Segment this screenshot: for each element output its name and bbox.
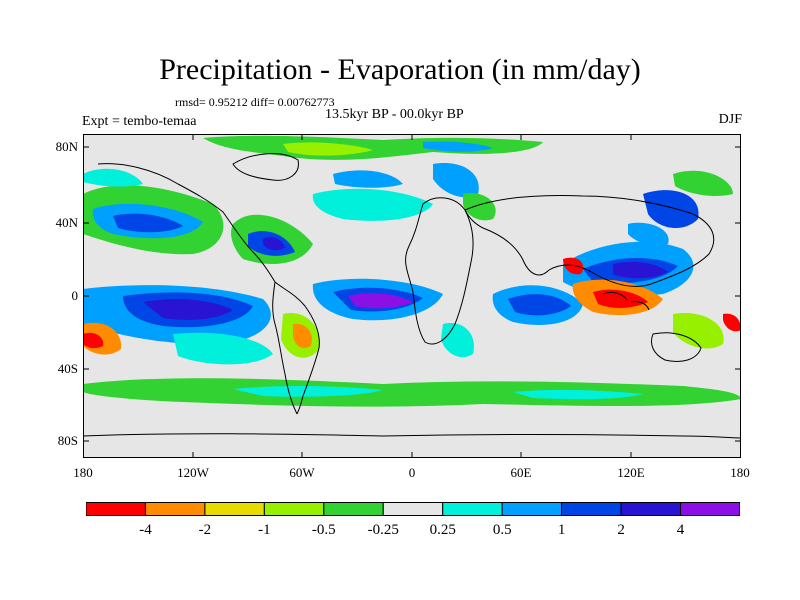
season-label: DJF xyxy=(718,112,742,127)
colorbar-label: -1 xyxy=(258,522,271,538)
colorbar-box xyxy=(323,502,384,516)
colorbar-label: -2 xyxy=(198,522,212,538)
lat-label-80n: 80N xyxy=(55,139,78,154)
map-svg xyxy=(83,134,741,458)
experiment-label: Expt = tembo-temaa xyxy=(82,114,197,129)
lon-label-120w: 120W xyxy=(177,465,209,480)
lon-label-180e: 180 xyxy=(730,465,750,480)
colorbar-box xyxy=(144,502,206,516)
colorbar xyxy=(86,502,740,516)
colorbar-label: 4 xyxy=(676,522,685,538)
lon-label-60e: 60E xyxy=(510,465,532,480)
colorbar-box xyxy=(620,502,682,516)
colorbar-label: 0.5 xyxy=(492,522,512,538)
colorbar-box xyxy=(204,502,265,516)
colorbar-label: -0.5 xyxy=(311,522,336,538)
colorbar-label: 2 xyxy=(617,522,625,538)
coastlines xyxy=(83,153,741,439)
colorbar-box xyxy=(680,502,740,516)
lat-label-40n: 40N xyxy=(55,215,78,230)
colorbar-box xyxy=(86,502,146,516)
lon-label-60w: 60W xyxy=(289,465,315,480)
lon-label-0: 0 xyxy=(408,465,416,480)
lat-label-80s: 80S xyxy=(57,433,78,448)
stats-text: rmsd= 0.95212 diff= 0.00762773 xyxy=(175,95,335,109)
lat-label-0: 0 xyxy=(71,288,79,303)
lon-label-180w: 180 xyxy=(73,465,93,480)
axis-ticks xyxy=(83,134,741,458)
lon-label-120e: 120E xyxy=(617,465,645,480)
colorbar-label: 0.25 xyxy=(429,522,456,538)
colorbar-box xyxy=(501,502,563,516)
colorbar-label: -0.25 xyxy=(367,522,399,538)
colorbar-box xyxy=(263,502,325,516)
colorbar-label: 1 xyxy=(557,522,566,538)
period-text: 13.5kyr BP - 00.0kyr BP xyxy=(325,107,464,122)
plot-title: Precipitation - Evaporation (in mm/day) xyxy=(159,53,641,86)
map-plot xyxy=(83,134,741,458)
lat-label-40s: 40S xyxy=(57,361,78,376)
anomaly-field xyxy=(83,135,741,407)
colorbar-label: -4 xyxy=(139,522,152,538)
colorbar-box xyxy=(382,502,444,516)
colorbar-box xyxy=(561,502,622,516)
colorbar-box xyxy=(442,502,503,516)
